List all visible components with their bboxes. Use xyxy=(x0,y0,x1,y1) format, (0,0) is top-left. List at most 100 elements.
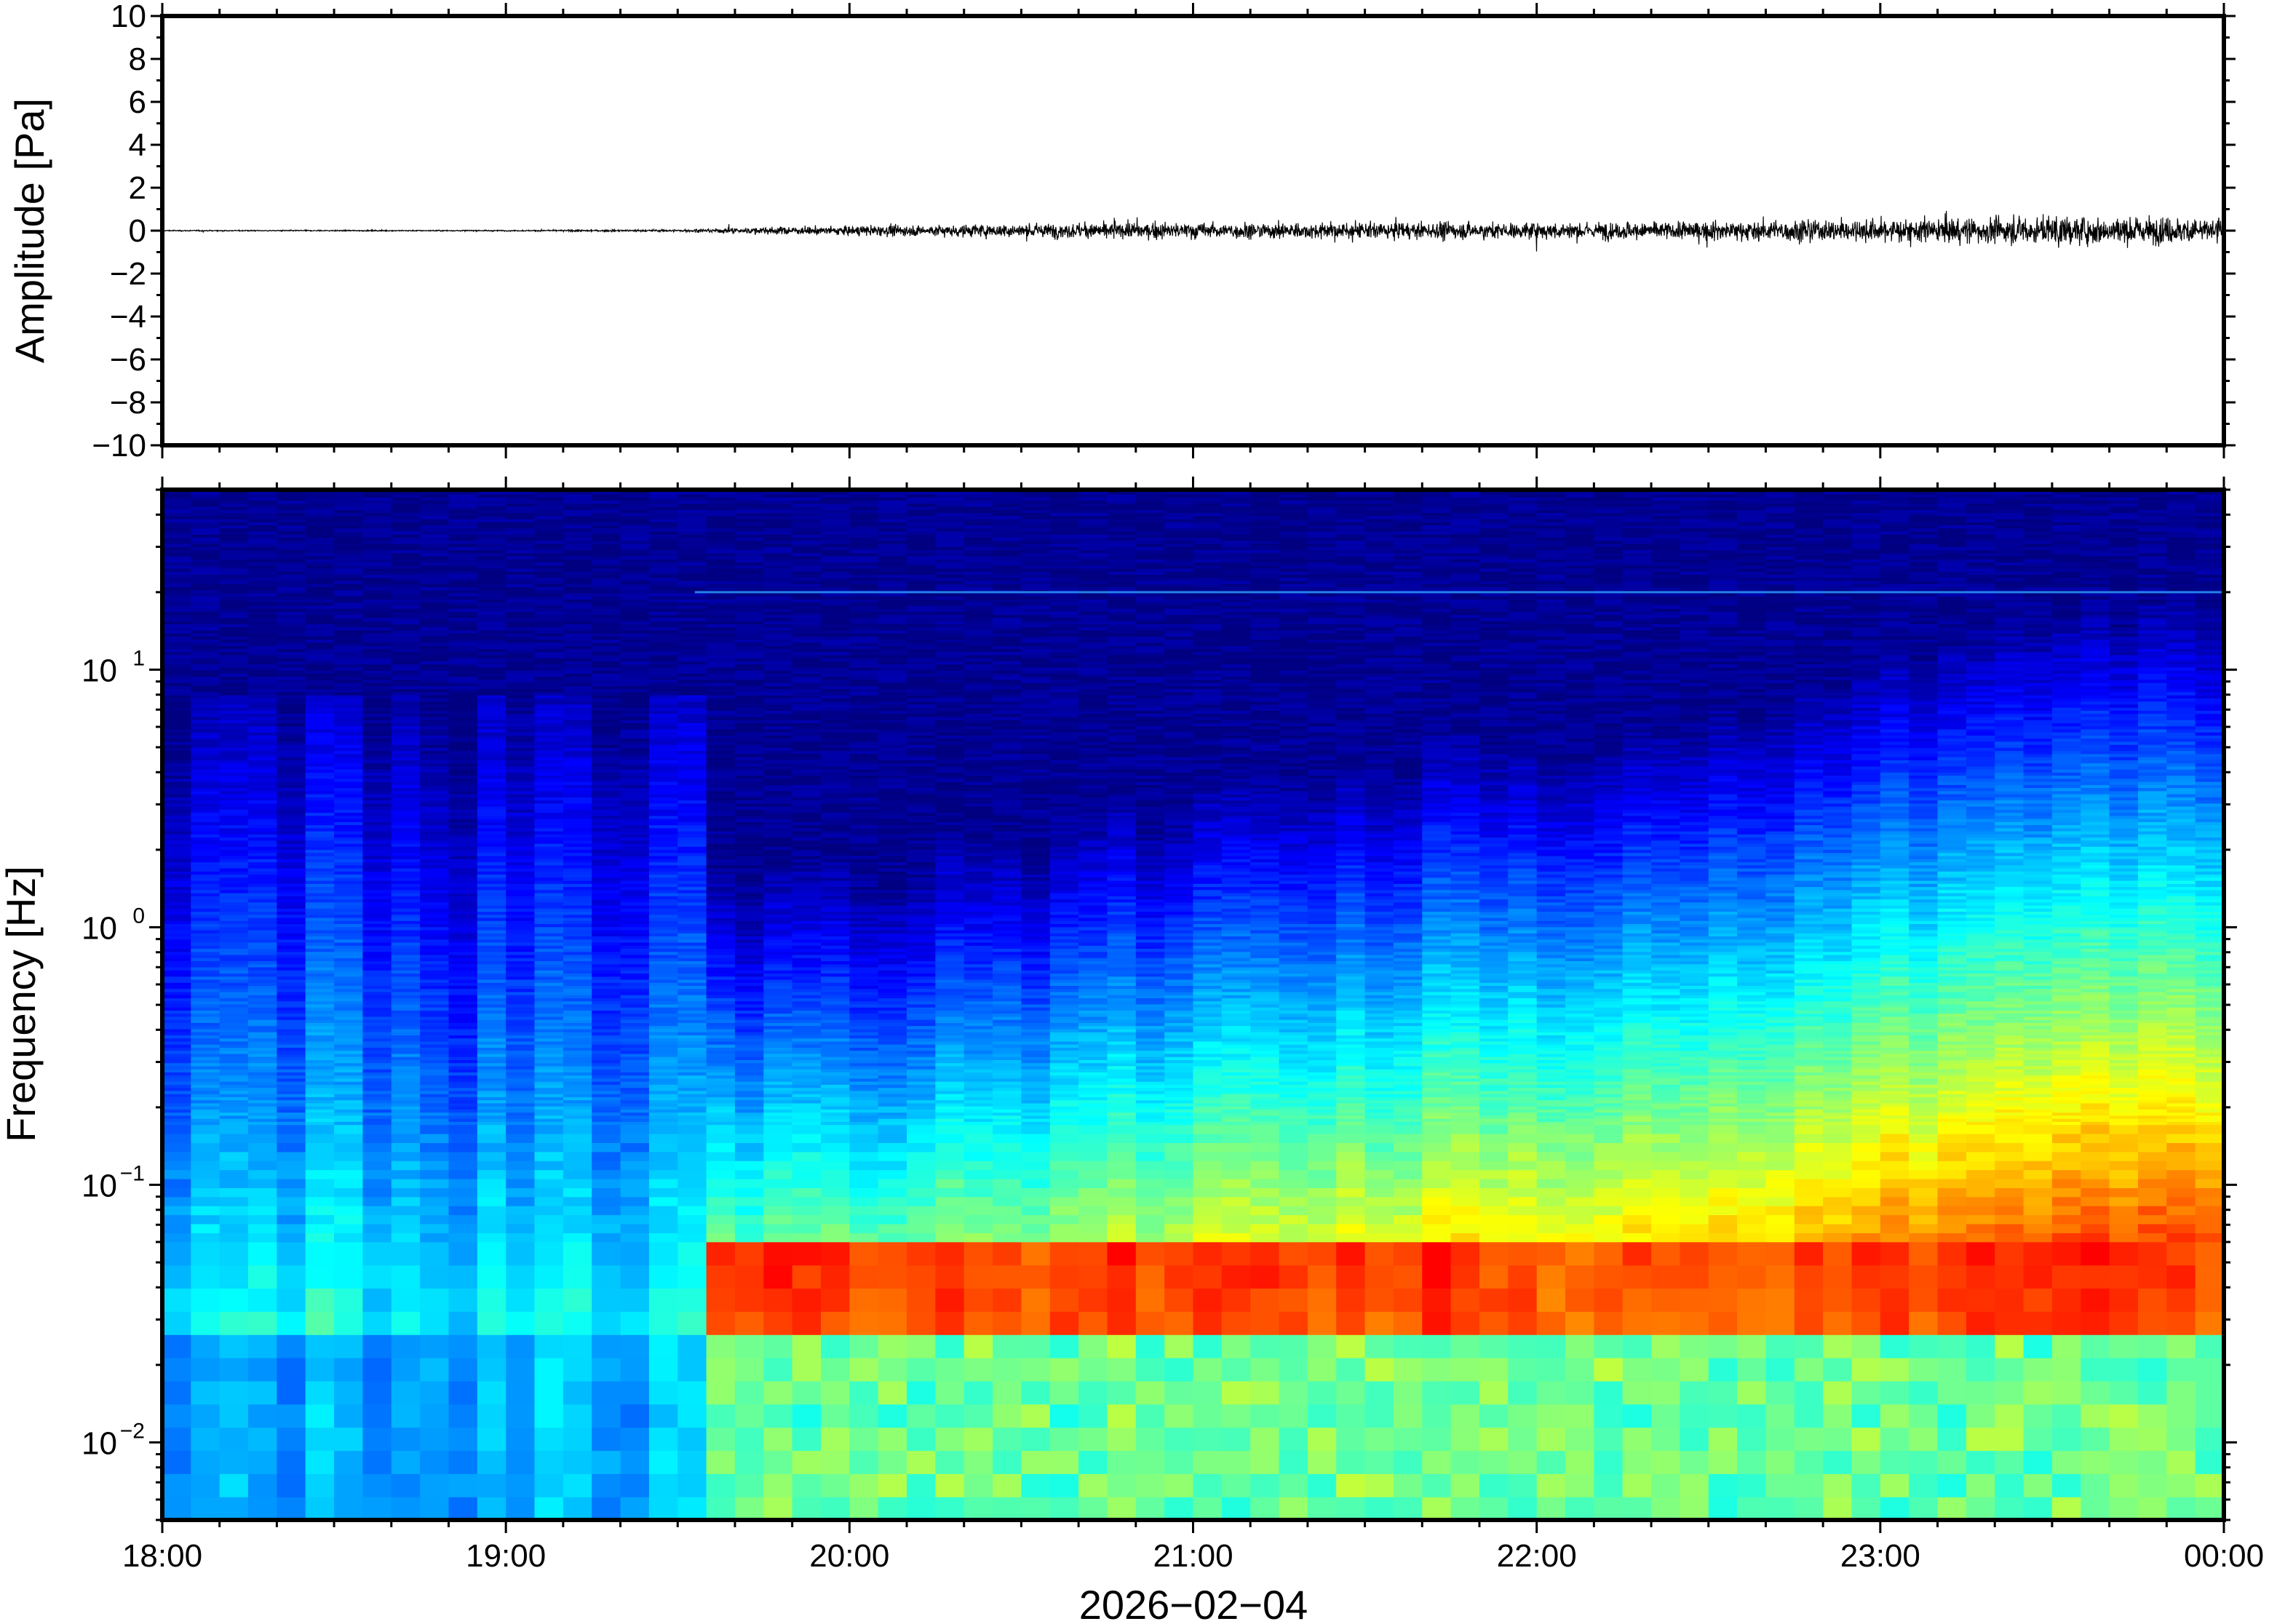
spectrogram-cell xyxy=(763,1404,793,1428)
spectrogram-cell xyxy=(734,1099,764,1104)
spectrogram-cell xyxy=(362,1025,392,1030)
spectrogram-cell xyxy=(763,1241,793,1266)
spectrogram-cell xyxy=(477,574,506,578)
spectrogram-cell xyxy=(763,1473,793,1497)
spectrogram-cell xyxy=(305,525,335,529)
spectrogram-cell xyxy=(334,540,363,544)
spectrogram-cell xyxy=(191,584,220,587)
spectrogram-cell xyxy=(534,757,564,760)
spectrogram-cell xyxy=(477,1233,506,1243)
spectrogram-cell xyxy=(448,1081,478,1085)
spectrogram-cell xyxy=(362,617,392,621)
spectrogram-cell xyxy=(648,861,678,866)
spectrogram-cell xyxy=(477,877,506,881)
spectrogram-cell xyxy=(334,889,363,893)
spectrogram-cell xyxy=(420,991,449,995)
spectrogram-cell xyxy=(448,725,478,730)
spectrogram-cell xyxy=(305,670,335,674)
spectrogram-cell xyxy=(563,757,592,760)
spectrogram-cell xyxy=(362,1214,392,1225)
spectrogram-cell xyxy=(248,757,277,760)
spectrogram-cell xyxy=(219,698,249,702)
spectrogram-cell xyxy=(162,512,191,517)
spectrogram-cell xyxy=(362,1102,392,1107)
spectrogram-cell xyxy=(362,710,392,715)
spectrogram-cell xyxy=(362,1134,392,1143)
spectrogram-cell xyxy=(391,827,421,832)
spectrogram-cell xyxy=(534,840,564,844)
spectrogram-cell xyxy=(191,1013,220,1017)
spectrogram-cell xyxy=(334,605,363,609)
spectrogram-cell xyxy=(248,701,277,705)
spectrogram-cell xyxy=(677,831,707,835)
spectrogram-cell xyxy=(334,967,363,971)
spectrogram-cell xyxy=(334,955,363,958)
spectrogram-cell xyxy=(706,819,736,822)
spectrogram-cell xyxy=(706,1380,736,1405)
spectrogram-cell xyxy=(305,540,335,544)
spectrogram-cell xyxy=(706,546,736,550)
spectrogram-cell xyxy=(362,1072,392,1076)
spectrogram-cell xyxy=(477,757,506,760)
spectrogram-cell xyxy=(362,1427,392,1452)
spectrogram-cell xyxy=(305,707,335,711)
spectrogram-cell xyxy=(506,639,536,643)
spectrogram-cell xyxy=(477,666,506,671)
spectrogram-cell xyxy=(506,1059,536,1064)
spectrogram-cell xyxy=(248,787,277,792)
spectrogram-cell xyxy=(648,871,678,875)
spectrogram-cell xyxy=(734,852,764,856)
spectrogram-cell xyxy=(334,1038,363,1042)
spectrogram-cell xyxy=(248,806,277,810)
spectrogram-cell xyxy=(592,760,621,764)
spectrogram-cell xyxy=(334,741,363,745)
spectrogram-cell xyxy=(534,1056,564,1060)
spectrogram-cell xyxy=(506,877,536,881)
spectrogram-cell xyxy=(362,970,392,974)
spectrogram-cell xyxy=(191,621,220,624)
spectrogram-cell xyxy=(477,559,506,562)
spectrogram-cell xyxy=(334,930,363,934)
spectrogram-cell xyxy=(334,1065,363,1070)
spectrogram-cell xyxy=(391,843,421,847)
spectrogram-cell xyxy=(620,679,650,683)
spectrogram-cell xyxy=(420,803,449,807)
spectrogram-cell xyxy=(219,883,249,888)
spectrogram-cell xyxy=(534,1013,564,1017)
spectrogram-cell xyxy=(563,645,592,649)
spectrogram-cell xyxy=(477,1096,506,1101)
spectrogram-cell xyxy=(420,728,449,733)
spectrogram-cell xyxy=(592,958,621,961)
spectrogram-cell xyxy=(648,1124,678,1134)
spectrogram-cell xyxy=(191,945,220,949)
spectrogram-cell xyxy=(305,1169,335,1179)
spectrogram-cell xyxy=(219,629,249,634)
spectrogram-cell xyxy=(734,738,764,742)
spectrogram-cell xyxy=(219,1473,249,1497)
spectrogram-cell xyxy=(563,861,592,866)
spectrogram-cell xyxy=(448,1035,478,1039)
spectrogram-cell xyxy=(563,846,592,851)
spectrogram-cell xyxy=(477,1090,506,1094)
spectrogram-cell xyxy=(248,1151,277,1161)
spectrogram-cell xyxy=(219,642,249,646)
spectrogram-cell xyxy=(477,1124,506,1134)
spectrogram-cell xyxy=(305,923,335,928)
spectrogram-cell xyxy=(420,698,449,702)
spectrogram-cell xyxy=(506,528,536,532)
spectrogram-cell xyxy=(305,636,335,640)
spectrogram-cell xyxy=(620,621,650,624)
spectrogram-cell xyxy=(563,815,592,819)
spectrogram-cell xyxy=(334,552,363,557)
spectrogram-cell xyxy=(391,1025,421,1030)
spectrogram-cell xyxy=(620,1084,650,1088)
spectrogram-cell xyxy=(362,908,392,912)
spectrogram-cell xyxy=(677,1311,707,1335)
spectrogram-cell xyxy=(592,636,621,640)
spectrogram-cell xyxy=(391,515,421,520)
spectrogram-cell xyxy=(677,519,707,522)
spectrogram-cell xyxy=(706,899,736,903)
spectrogram-cell xyxy=(362,809,392,813)
spectrogram-cell xyxy=(191,948,220,952)
spectrogram-cell xyxy=(706,688,736,693)
